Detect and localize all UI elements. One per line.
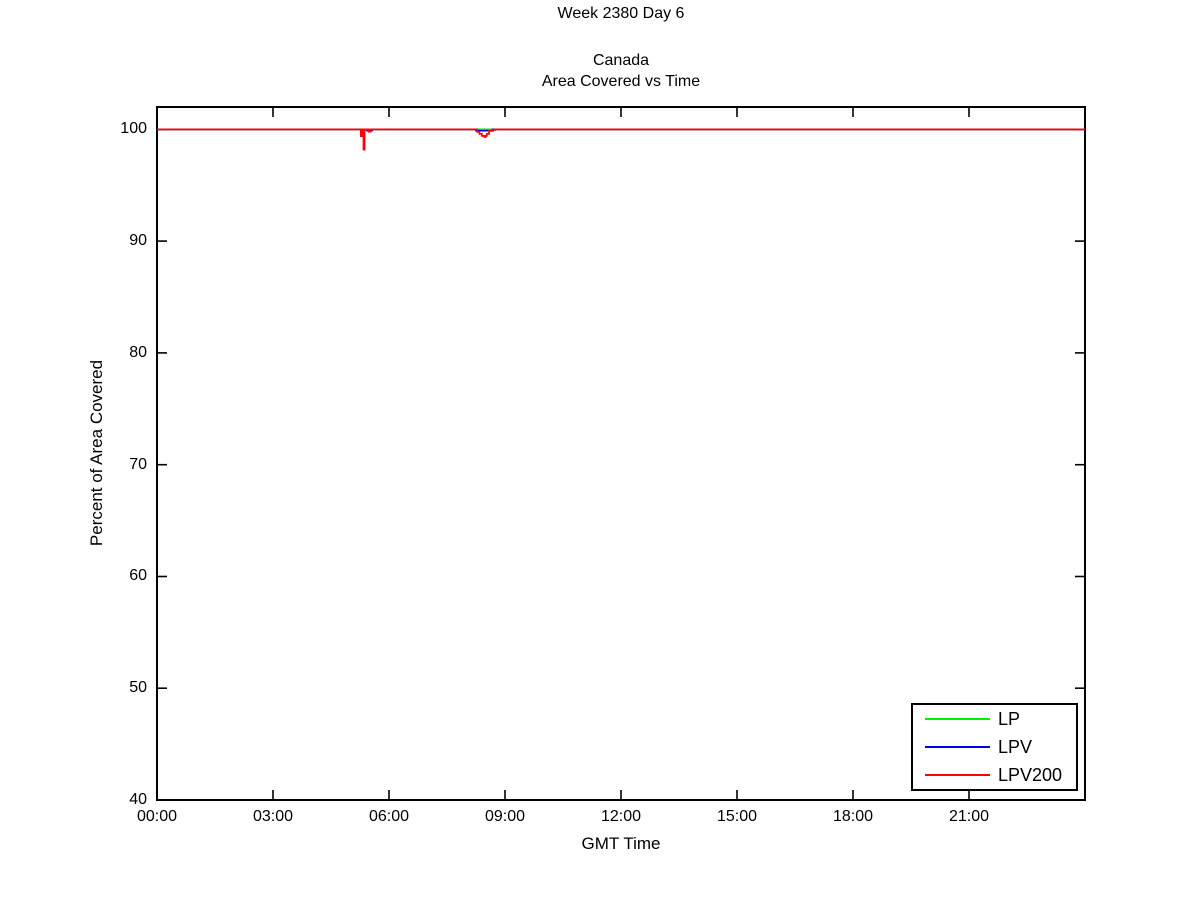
x-tick-label: 06:00 bbox=[368, 808, 410, 825]
y-tick-label: 80 bbox=[129, 343, 147, 361]
lp-line-swatch bbox=[925, 718, 990, 720]
x-axis-label: GMT Time bbox=[581, 834, 661, 853]
legend-label-lpv: LPV bbox=[998, 737, 1033, 757]
x-tick-label: 15:00 bbox=[716, 808, 758, 825]
y-tick-label: 50 bbox=[129, 679, 147, 697]
y-tick-label: 100 bbox=[120, 120, 147, 138]
legend-label-lp: LP bbox=[998, 709, 1021, 729]
y-tick-label: 90 bbox=[129, 232, 147, 250]
x-tick-label: 21:00 bbox=[948, 808, 990, 825]
legend-label-lpv200: LPV200 bbox=[998, 765, 1063, 785]
lpv-line-swatch bbox=[925, 746, 990, 748]
legend-item-lp: LP bbox=[913, 710, 1076, 728]
legend-item-lpv: LPV bbox=[913, 738, 1076, 756]
figure-suptitle: Week 2380 Day 6 bbox=[557, 5, 685, 22]
y-axis-label: Percent of Area Covered bbox=[87, 359, 106, 547]
y-tick-label: 60 bbox=[129, 567, 147, 585]
axes-border bbox=[156, 106, 1086, 801]
y-tick-label: 40 bbox=[129, 791, 147, 808]
x-tick-label: 09:00 bbox=[484, 808, 526, 825]
lpv200-line-swatch bbox=[925, 774, 990, 776]
x-tick-label: 03:00 bbox=[252, 808, 294, 825]
y-tick-label: 70 bbox=[129, 455, 147, 473]
x-tick-label: 12:00 bbox=[600, 808, 642, 825]
x-tick-label: 18:00 bbox=[832, 808, 874, 825]
plot-title-subject: Area Covered vs Time bbox=[541, 73, 701, 90]
legend: LP LPV LPV200 bbox=[911, 703, 1078, 791]
legend-item-lpv200: LPV200 bbox=[913, 766, 1076, 784]
plot-title-region: Canada bbox=[592, 52, 650, 69]
plot-title: Canada Area Covered vs Time bbox=[157, 50, 1085, 92]
x-tick-label: 00:00 bbox=[136, 808, 178, 825]
series-line-lpv200 bbox=[157, 128, 1085, 151]
